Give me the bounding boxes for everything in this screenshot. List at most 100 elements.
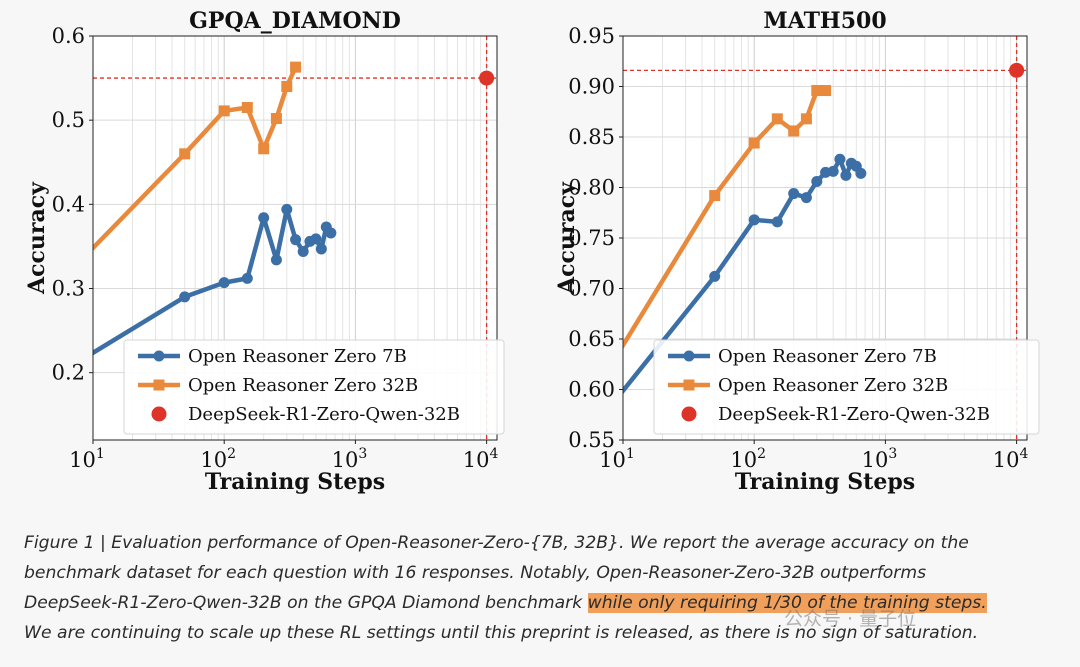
chart-title: GPQA_DIAMOND (189, 8, 401, 34)
y-tick-label: 0.90 (568, 75, 615, 99)
data-point (771, 113, 783, 125)
y-tick-label: 0.70 (568, 277, 615, 301)
legend: Open Reasoner Zero 7B Open Reasoner Zero … (123, 339, 505, 435)
y-tick-label: 0.55 (568, 428, 615, 452)
data-point (290, 234, 302, 246)
data-point (811, 175, 823, 187)
legend-box (653, 339, 1040, 435)
legend-label: Open Reasoner Zero 7B (188, 346, 407, 367)
x-tick-exp: 4 (490, 446, 499, 462)
x-tick-base: 10 (332, 448, 359, 472)
x-tick-base: 10 (993, 448, 1020, 472)
y-tick-label: 0.60 (568, 378, 615, 402)
series-layer (578, 85, 867, 415)
caption-line-3-text: DeepSeek-R1-Zero-Qwen-32B on the GPQA Di… (24, 593, 583, 613)
x-tick-base: 10 (200, 448, 227, 472)
caption-line-2: benchmark dataset for each question with… (24, 563, 927, 583)
watermark: 公众号 · 量子位 (784, 608, 917, 630)
data-point (258, 143, 270, 155)
data-point (179, 148, 191, 160)
data-point (241, 102, 253, 114)
x-tick-exp: 3 (888, 446, 897, 462)
data-point (709, 270, 721, 282)
x-tick-label: 102 (730, 446, 766, 472)
data-point (800, 192, 812, 204)
x-tick-label: 104 (463, 446, 499, 472)
series-2 (578, 85, 832, 415)
x-tick-exp: 1 (626, 446, 635, 462)
data-point (270, 254, 282, 266)
caption-line-1: Figure 1 | Evaluation performance of Ope… (24, 533, 969, 553)
x-axis-label: Training Steps (205, 469, 385, 495)
data-point (788, 125, 800, 137)
data-point (748, 214, 760, 226)
data-point (820, 85, 832, 97)
x-tick-exp: 4 (1020, 446, 1029, 462)
x-tick-base: 10 (862, 448, 889, 472)
y-tick-label: 0.85 (568, 125, 615, 149)
data-point (281, 203, 293, 215)
data-point (811, 85, 823, 97)
data-point (709, 190, 721, 202)
data-point (325, 227, 337, 239)
x-tick-base: 10 (599, 448, 626, 472)
data-point (281, 81, 293, 92)
data-point (578, 404, 589, 415)
caption-line-4: We are continuing to scale up these RL s… (24, 623, 979, 643)
data-point (297, 245, 309, 257)
series-1 (623, 153, 867, 395)
figure-caption: Figure 1 | Evaluation performance of Ope… (24, 528, 1064, 648)
series-2 (93, 61, 302, 252)
legend: Open Reasoner Zero 7B Open Reasoner Zero … (653, 339, 1040, 435)
caption-line-3: DeepSeek-R1-Zero-Qwen-32B on the GPQA Di… (24, 588, 1064, 618)
x-tick-base: 10 (730, 448, 757, 472)
x-tick-exp: 2 (227, 446, 236, 462)
data-point (218, 105, 230, 117)
y-tick-label: 0.6 (52, 24, 85, 48)
y-tick-label: 0.4 (52, 192, 85, 216)
data-point (270, 112, 282, 124)
y-axis-label: Accuracy (24, 181, 50, 295)
y-tick-label: 0.2 (52, 361, 85, 385)
x-tick-base: 10 (69, 448, 96, 472)
legend-marker (153, 350, 165, 362)
legend-label: Open Reasoner Zero 32B (718, 375, 948, 396)
legend-marker (151, 406, 167, 422)
y-tick-label: 0.80 (568, 176, 615, 200)
data-point (800, 113, 812, 125)
data-point (310, 233, 322, 245)
data-point (218, 277, 230, 289)
legend-label: Open Reasoner Zero 32B (188, 375, 418, 396)
x-tick-base: 10 (463, 448, 490, 472)
data-point (840, 169, 852, 181)
data-point (479, 70, 495, 86)
x-tick-label: 103 (332, 446, 368, 472)
x-tick-label: 101 (599, 446, 635, 472)
y-tick-label: 0.75 (568, 226, 615, 250)
y-tick-label: 0.65 (568, 327, 615, 351)
legend-marker (681, 406, 697, 422)
caption-highlight: while only requiring 1/30 of the trainin… (587, 593, 987, 613)
data-point (827, 165, 839, 177)
data-point (1009, 62, 1025, 78)
data-point (290, 61, 302, 73)
x-tick-label: 102 (200, 446, 236, 472)
x-tick-label: 104 (993, 446, 1029, 472)
data-point (258, 212, 270, 224)
data-point (241, 272, 253, 284)
y-tick-label: 0.3 (52, 277, 85, 301)
legend-label: DeepSeek-R1-Zero-Qwen-32B (188, 404, 460, 425)
x-tick-exp: 3 (358, 446, 367, 462)
data-point (855, 167, 867, 179)
legend-box (123, 339, 505, 435)
legend-label: DeepSeek-R1-Zero-Qwen-32B (718, 404, 990, 425)
legend-marker (683, 350, 695, 362)
data-point (748, 137, 760, 149)
series-1 (93, 203, 337, 356)
x-axis-label: Training Steps (735, 469, 915, 495)
data-point (834, 153, 846, 165)
chart-title: MATH500 (763, 8, 886, 34)
